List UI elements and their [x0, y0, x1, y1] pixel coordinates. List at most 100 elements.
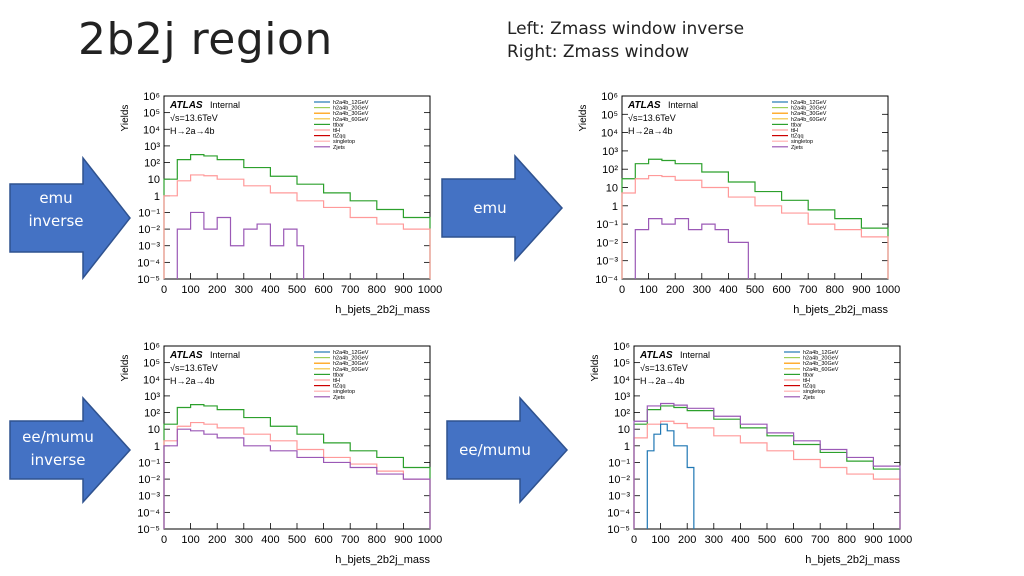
x-tick-label: 400	[719, 284, 737, 296]
internal-label: Internal	[680, 350, 710, 360]
legend-entry: h2a4b_12GeV	[791, 100, 827, 106]
y-axis-label: Yields	[578, 105, 589, 132]
x-tick-label: 600	[772, 284, 790, 296]
x-tick-label: 200	[678, 534, 696, 546]
y-tick-label: 10⁵	[613, 358, 630, 370]
x-tick-label: 800	[368, 284, 386, 296]
x-tick-label: 700	[341, 534, 359, 546]
x-tick-label: 1000	[888, 534, 912, 546]
x-tick-label: 600	[314, 284, 332, 296]
y-tick-label: 1	[154, 441, 160, 453]
legend-entry: h2a4b_30GeV	[791, 111, 827, 117]
process-label: H→2a→4b	[170, 126, 215, 136]
x-tick-label: 900	[852, 284, 870, 296]
legend-entry: ttZqq	[791, 134, 804, 140]
plot-eemumu-inverse: 10⁻⁵ 10⁻⁴ 10⁻³ 10⁻² 10⁻¹ 1 10 10² 10³ 10⁴ 10⁵ 10⁶ 0 1…	[116, 338, 442, 570]
y-tick-label: 10⁴	[601, 128, 618, 140]
series-Zjets	[176, 211, 305, 279]
chart-svg: 10⁻⁵ 10⁻⁴ 10⁻³ 10⁻² 10⁻¹ 1 10 10² 10³ 10⁴ 10⁵ 10⁶ 0 1…	[120, 341, 442, 566]
y-tick-label: 10⁻⁵	[607, 524, 630, 536]
series-ttbar	[633, 405, 901, 529]
x-tick-label: 100	[181, 534, 199, 546]
x-tick-label: 1000	[876, 284, 900, 296]
y-tick-label: 10	[148, 424, 160, 436]
process-label: H→2a→4b	[628, 126, 673, 136]
x-axis-label: h_bjets_2b2j_mass	[335, 304, 430, 316]
y-axis-label: Yields	[120, 105, 131, 132]
legend-entry: h2a4b_12GeV	[803, 350, 839, 356]
x-axis-label: h_bjets_2b2j_mass	[805, 554, 900, 566]
y-tick-label: 10⁴	[613, 374, 630, 386]
legend-entry: h2a4b_20GeV	[333, 356, 369, 362]
legend-entry: Zjets	[333, 395, 345, 401]
legend-entry: h2a4b_30GeV	[333, 111, 369, 117]
series-Zjets	[633, 402, 901, 529]
x-tick-label: 900	[864, 534, 882, 546]
y-tick-label: 10⁻²	[608, 474, 630, 486]
energy-label: √s=13.6TeV	[640, 363, 688, 373]
x-tick-label: 200	[666, 284, 684, 296]
legend-entry: h2a4b_12GeV	[333, 350, 369, 356]
x-tick-label: 700	[811, 534, 829, 546]
series-ttbar	[163, 404, 431, 529]
legend-entry: Zjets	[333, 145, 345, 151]
y-tick-label: 10⁶	[143, 91, 160, 103]
series-ttbar	[621, 158, 889, 279]
x-tick-label: 400	[261, 284, 279, 296]
legend-entry: Zjets	[791, 145, 803, 151]
chart-svg: 10⁻⁵ 10⁻⁴ 10⁻³ 10⁻² 10⁻¹ 1 10 10² 10³ 10⁴ 10⁵ 10⁶ 0 1…	[590, 341, 912, 566]
legend-entry: ttZqq	[333, 134, 346, 140]
legend-entry: ttH	[333, 378, 340, 384]
arrow-eemumu: ee/mumu	[446, 396, 569, 504]
arrow-eemumu-inverse-line1: ee/mumu	[22, 428, 94, 446]
atlas-label: ATLAS	[639, 350, 673, 361]
x-tick-label: 900	[394, 284, 412, 296]
arrow-emu: emu	[441, 154, 564, 262]
legend-entry: h2a4b_30GeV	[803, 361, 839, 367]
y-tick-label: 10⁴	[143, 124, 160, 136]
y-tick-label: 10⁻³	[596, 256, 618, 268]
legend-entry: h2a4b_30GeV	[333, 361, 369, 367]
legend-entry: h2a4b_60GeV	[791, 117, 827, 123]
plot-emu-inverse: 10⁻⁵ 10⁻⁴ 10⁻³ 10⁻² 10⁻¹ 1 10 10² 10³ 10⁴ 10⁵ 10⁶ 0 1…	[116, 88, 442, 320]
y-tick-label: 10⁻²	[138, 224, 160, 236]
x-tick-label: 1000	[418, 284, 442, 296]
legend-entry: Zjets	[803, 395, 815, 401]
legend-entry: ttZqq	[803, 384, 816, 390]
y-tick-label: 10²	[144, 158, 160, 170]
y-tick-label: 10⁵	[143, 108, 160, 120]
y-tick-label: 10³	[602, 146, 618, 158]
x-axis-label: h_bjets_2b2j_mass	[793, 304, 888, 316]
y-tick-label: 10⁻²	[138, 474, 160, 486]
series-Zjets	[634, 217, 749, 279]
y-tick-label: 10⁶	[143, 341, 160, 353]
y-tick-label: 10²	[614, 408, 630, 420]
plot-emu: 10⁻⁴ 10⁻³ 10⁻² 10⁻¹ 1 10 10² 10³ 10⁴ 10⁵ 10⁶ 0 100 20…	[574, 88, 900, 320]
legend-entry: singletop	[791, 139, 813, 145]
arrow-emu-inverse-line2: inverse	[29, 212, 84, 230]
energy-label: √s=13.6TeV	[170, 363, 218, 373]
x-tick-label: 800	[838, 534, 856, 546]
x-tick-label: 100	[181, 284, 199, 296]
series-ttH	[633, 420, 901, 529]
internal-label: Internal	[668, 100, 698, 110]
y-tick-label: 10³	[144, 391, 160, 403]
y-tick-label: 10⁻⁵	[137, 524, 160, 536]
x-tick-label: 400	[261, 534, 279, 546]
y-tick-label: 10	[606, 183, 618, 195]
legend-entry: ttbar	[333, 122, 344, 128]
legend-entry: h2a4b_60GeV	[333, 367, 369, 373]
y-tick-label: 10⁶	[613, 341, 630, 353]
atlas-label: ATLAS	[627, 100, 661, 111]
arrow-eemumu-inverse: ee/mumu inverse	[9, 396, 132, 504]
internal-label: Internal	[210, 350, 240, 360]
y-tick-label: 10⁻⁴	[137, 257, 160, 269]
internal-label: Internal	[210, 100, 240, 110]
y-tick-label: 10	[148, 174, 160, 186]
y-tick-label: 10⁵	[601, 109, 618, 121]
x-tick-label: 600	[784, 534, 802, 546]
x-tick-label: 100	[651, 534, 669, 546]
y-tick-label: 10³	[144, 141, 160, 153]
x-tick-label: 200	[208, 284, 226, 296]
series-ttH	[163, 421, 431, 529]
